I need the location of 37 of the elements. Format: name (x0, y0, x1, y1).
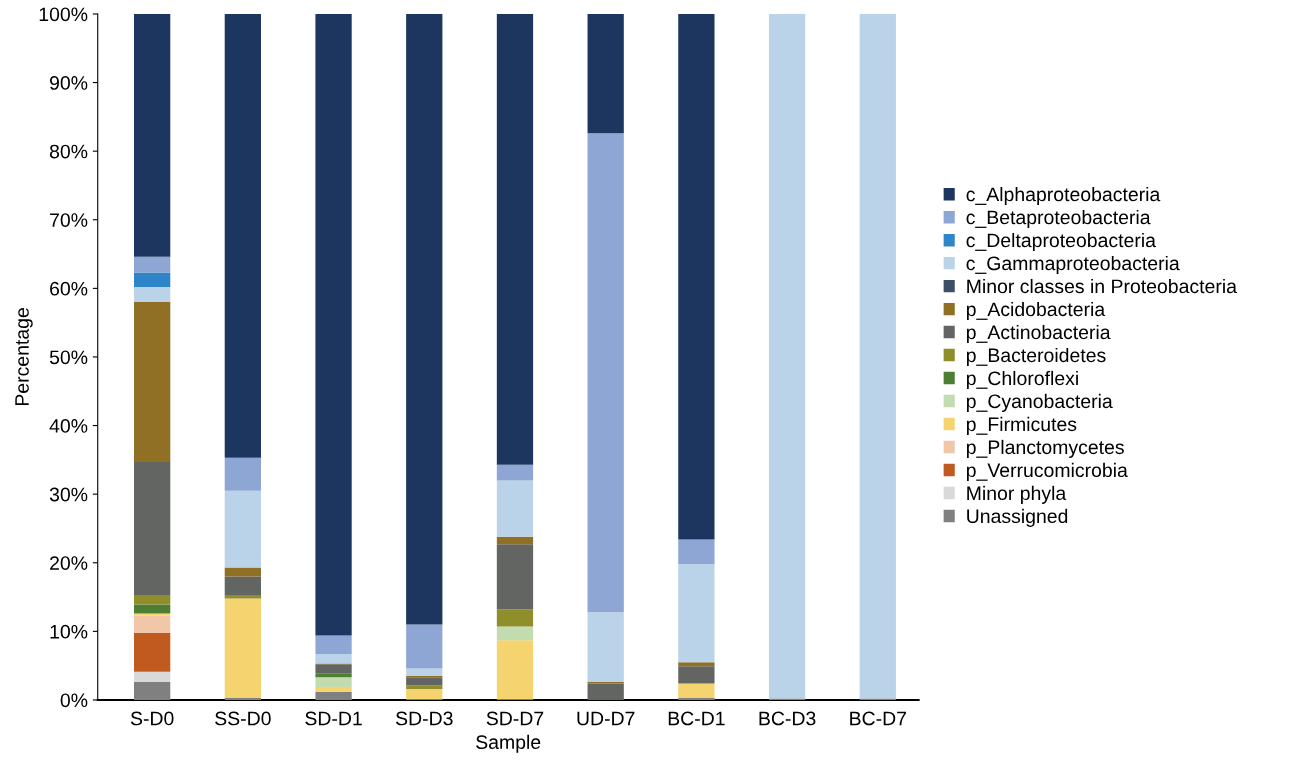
legend-label: Minor phyla (967, 485, 1067, 504)
legend-label: p_Acidobacteria (966, 301, 1106, 321)
legend-label: p_Verrucomicrobia (966, 462, 1128, 481)
x-axis-title: Sample (476, 734, 541, 753)
legend-label: Unassigned (967, 508, 1068, 527)
x-tick-label: UD-D7 (577, 711, 635, 726)
y-tick-label: 50% (49, 350, 88, 365)
legend-label: p_Actinobacteria (966, 324, 1111, 344)
y-tick-label: 100% (39, 7, 88, 22)
x-tick-label: SD-D3 (395, 711, 453, 726)
y-tick-label: 20% (50, 556, 88, 570)
y-tick-label: 40% (49, 419, 88, 433)
y-tick-label: 0% (60, 693, 88, 708)
legend-label: p_Firmicutes (966, 416, 1077, 435)
x-tick-label: SD-D7 (486, 711, 544, 726)
legend-label: c_Alphaproteobacteria (966, 186, 1161, 206)
x-tick-label: BC-D1 (668, 711, 725, 726)
legend-label: Minor classes in Proteobacteria (967, 278, 1237, 294)
legend-label: p_Planctomycetes (966, 439, 1124, 458)
y-tick-label: 70% (50, 213, 88, 227)
legend-label: p_Chloroflexi (966, 370, 1078, 390)
legend-label: p_Bacteroidetes (966, 347, 1106, 367)
x-tick-label: BC-D3 (759, 711, 816, 726)
legend-label: c_Betaproteobacteria (966, 209, 1151, 229)
x-tick-label: SS-D0 (215, 711, 271, 726)
legend-label: c_Gammaproteobacteria (966, 255, 1180, 275)
y-tick-label: 90% (50, 76, 88, 90)
x-tick-label: BC-D7 (850, 711, 906, 726)
y-tick-label: 30% (49, 487, 88, 502)
legend-label: p_Cyanobacteria (966, 393, 1113, 412)
y-tick-label: 80% (49, 144, 88, 159)
y-axis-title: Percentage (15, 308, 33, 406)
legend-label: c_Deltaproteobacteria (966, 232, 1156, 252)
y-tick-label: 10% (50, 624, 88, 639)
x-tick-label: S-D0 (130, 711, 174, 726)
y-tick-label: 60% (50, 281, 88, 296)
x-tick-label: SD-D1 (305, 711, 362, 726)
